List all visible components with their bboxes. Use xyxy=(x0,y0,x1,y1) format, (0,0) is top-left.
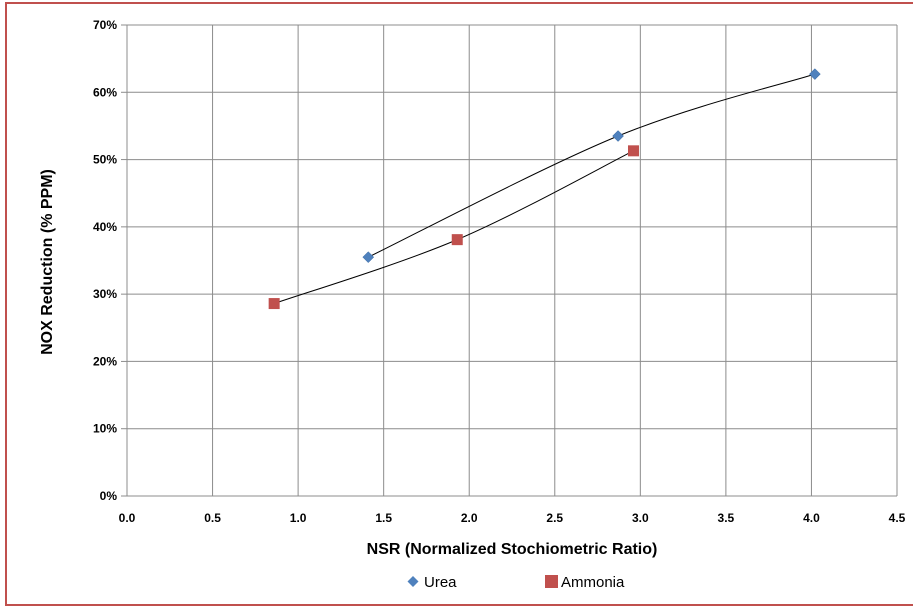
y-tick-label: 0% xyxy=(100,489,118,503)
legend-urea-marker xyxy=(407,576,419,587)
x-tick-label: 0.5 xyxy=(204,511,221,525)
y-tick-label: 30% xyxy=(93,287,117,301)
x-tick-label: 2.5 xyxy=(546,511,563,525)
chart-frame xyxy=(5,2,913,606)
axis-layer: 0.0 0.5 1.0 1.5 2.0 2.5 3.0 3.5 4.0 4.5 0% 10% 20% 30… xyxy=(93,18,906,525)
grid-layer xyxy=(126,24,898,497)
y-tick-label: 40% xyxy=(93,220,117,234)
x-tick-label: 3.5 xyxy=(718,511,735,525)
urea-point xyxy=(809,68,821,80)
y-tick-label: 10% xyxy=(93,422,117,436)
legend-ammonia-marker xyxy=(545,575,558,588)
x-tick-label: 0.0 xyxy=(119,511,136,525)
x-tick-label: 2.0 xyxy=(461,511,478,525)
y-tick-label: 60% xyxy=(93,85,117,99)
trendline-layer xyxy=(273,73,816,305)
ammonia-point xyxy=(451,234,463,246)
legend: Urea Ammonia xyxy=(407,574,625,591)
x-tick-label: 1.5 xyxy=(375,511,392,525)
legend-urea-label: Urea xyxy=(424,574,457,591)
legend-ammonia-label: Ammonia xyxy=(561,574,625,591)
x-tick-label: 4.5 xyxy=(889,511,906,525)
urea-point xyxy=(362,251,375,263)
x-tick-label: 1.0 xyxy=(290,511,307,525)
x-tick-label: 3.0 xyxy=(632,511,649,525)
y-axis-title: NOX Reduction (% PPM) xyxy=(39,169,56,355)
x-axis-title: NSR (Normalized Stochiometric Ratio) xyxy=(367,541,658,558)
trendline-urea xyxy=(368,73,816,258)
y-tick-label: 50% xyxy=(93,153,117,167)
urea-point xyxy=(612,130,624,142)
ammonia-point xyxy=(627,145,639,157)
y-tick-label: 70% xyxy=(93,18,117,32)
ammonia-point xyxy=(268,298,280,310)
marker-layer xyxy=(268,68,821,310)
x-tick-label: 4.0 xyxy=(803,511,820,525)
y-tick-label: 20% xyxy=(93,354,117,368)
